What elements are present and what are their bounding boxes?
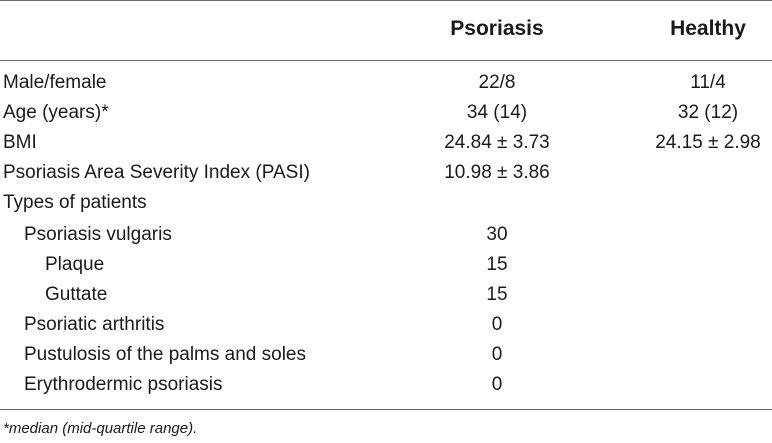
cell-psoriasis: 24.84 ± 3.73 bbox=[444, 132, 550, 153]
table-row: Erythrodermic psoriasis 0 bbox=[0, 370, 772, 399]
cell-psoriasis: 0 bbox=[491, 344, 503, 365]
cell-psoriasis: 0 bbox=[491, 314, 503, 335]
cell-psoriasis: 10.98 ± 3.86 bbox=[444, 162, 550, 183]
table-row: Male/female 22/8 11/4 bbox=[0, 68, 772, 97]
table-footnote: *median (mid-quartile range). bbox=[3, 420, 198, 437]
row-label: Guttate bbox=[45, 284, 108, 305]
column-header-psoriasis: Psoriasis bbox=[450, 17, 544, 40]
row-label: Psoriasis vulgaris bbox=[24, 224, 172, 245]
table-row: Psoriasis vulgaris 30 bbox=[0, 220, 772, 249]
table-top-rule bbox=[0, 0, 772, 1]
cell-psoriasis: 22/8 bbox=[478, 72, 516, 93]
cell-healthy: 11/4 bbox=[690, 72, 726, 93]
table-row: Age (years)* 34 (14) 32 (12) bbox=[0, 98, 772, 127]
row-label: Psoriatic arthritis bbox=[24, 314, 165, 335]
row-label: Erythrodermic psoriasis bbox=[24, 374, 223, 395]
table-row: Plaque 15 bbox=[0, 250, 772, 279]
cell-psoriasis: 34 (14) bbox=[466, 102, 528, 123]
row-label: Plaque bbox=[45, 254, 105, 275]
cell-psoriasis: 15 bbox=[486, 284, 508, 305]
table-row: Types of patients bbox=[0, 188, 772, 217]
row-label: BMI bbox=[3, 132, 37, 153]
table-row: Guttate 15 bbox=[0, 280, 772, 309]
cell-healthy: 32 (12) bbox=[677, 102, 739, 123]
table-row: Psoriatic arthritis 0 bbox=[0, 310, 772, 339]
row-label: Pustulosis of the palms and soles bbox=[24, 344, 306, 365]
table-header-rule bbox=[0, 60, 772, 61]
row-label: Types of patients bbox=[3, 192, 147, 213]
row-label: Psoriasis Area Severity Index (PASI) bbox=[3, 162, 310, 183]
cell-psoriasis: 0 bbox=[491, 374, 503, 395]
column-header-healthy: Healthy bbox=[670, 17, 746, 40]
table-row: Pustulosis of the palms and soles 0 bbox=[0, 340, 772, 369]
cell-healthy: 24.15 ± 2.98 bbox=[655, 132, 761, 153]
cell-psoriasis: 15 bbox=[486, 254, 508, 275]
table-bottom-rule bbox=[0, 409, 772, 410]
table-row: Psoriasis Area Severity Index (PASI) 10.… bbox=[0, 158, 772, 187]
table-row: BMI 24.84 ± 3.73 24.15 ± 2.98 bbox=[0, 128, 772, 157]
row-label: Age (years)* bbox=[3, 102, 109, 123]
row-label: Male/female bbox=[3, 72, 107, 93]
cell-psoriasis: 30 bbox=[486, 224, 508, 245]
